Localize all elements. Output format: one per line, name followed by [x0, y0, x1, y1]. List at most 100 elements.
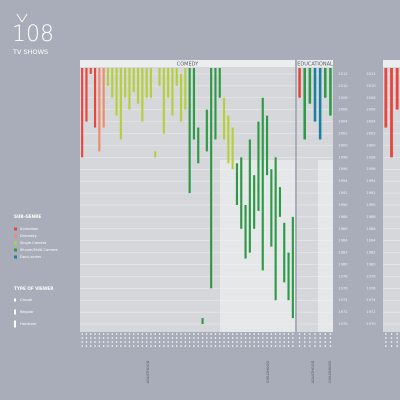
viewer-dot [253, 337, 255, 339]
viewer-dot [124, 345, 126, 347]
viewer-dot [171, 341, 174, 343]
bar [324, 68, 327, 98]
viewer-dot [98, 333, 101, 335]
bar [244, 204, 247, 259]
viewer-dot [132, 341, 135, 343]
viewer-dot [102, 341, 105, 343]
viewer-icon [14, 298, 16, 302]
viewer-dot [85, 341, 88, 343]
viewer-dot [231, 345, 234, 347]
viewer-dot [244, 341, 247, 343]
viewer-dot [270, 333, 273, 335]
viewer-dot [253, 345, 255, 347]
viewer-dot [115, 337, 118, 339]
viewer-dot [244, 345, 247, 347]
viewer-dot [240, 333, 243, 335]
viewer-dot [309, 337, 311, 339]
viewer-dot [137, 345, 139, 347]
y-tick-label: 1980 [366, 263, 376, 267]
legend-text: Hardcore [20, 322, 37, 326]
y-tick-label: 2010 [338, 84, 348, 88]
y-tick-label: 1988 [338, 215, 348, 219]
viewer-dot [390, 341, 393, 343]
viewer-dot [210, 337, 212, 339]
viewer-dot [236, 345, 238, 347]
viewer-dot [102, 333, 105, 335]
viewer-dot [274, 333, 277, 335]
legend-text: Casual [20, 298, 32, 302]
bar [240, 157, 243, 229]
viewer-dot [107, 345, 109, 347]
y-tick-label: 1974 [338, 298, 348, 302]
bar [115, 68, 118, 116]
viewer-dot [279, 337, 281, 339]
viewer-dot [201, 345, 204, 347]
viewer-dot [137, 337, 139, 339]
viewer-dot [329, 345, 332, 347]
viewer-dot [385, 337, 387, 339]
viewer-dot [385, 345, 387, 347]
bar [192, 68, 196, 140]
viewer-dot [253, 333, 255, 335]
viewer-dot [167, 345, 169, 347]
viewer-dot [111, 345, 114, 347]
viewer-dot [266, 337, 268, 339]
bar [313, 68, 317, 122]
viewer-dot [236, 337, 238, 339]
legend-title: SUB-GENRE [14, 214, 41, 219]
viewer-dot [303, 345, 306, 347]
viewer-dot [137, 333, 139, 335]
bar [278, 187, 282, 217]
viewer-dot [390, 337, 393, 339]
viewer-dot [81, 341, 83, 343]
viewer-dot [115, 333, 118, 335]
viewer-dot [81, 337, 83, 339]
viewer-dot [236, 341, 238, 343]
y-tick-label: 1980 [338, 263, 348, 267]
viewer-dot [214, 341, 217, 343]
viewer-dot [218, 345, 221, 347]
viewer-dot [396, 341, 398, 343]
viewer-dot [309, 333, 311, 335]
viewer-dot [175, 341, 178, 343]
viewer-dot [223, 345, 225, 347]
viewer-dot [298, 341, 301, 343]
viewer-dot [309, 341, 311, 343]
bar [270, 169, 273, 247]
y-tick-label: 1970 [366, 322, 376, 326]
panel-bg [383, 60, 400, 332]
zone-label: CHILDHOOD [328, 361, 332, 383]
viewer-dot [120, 337, 122, 339]
bar [167, 68, 170, 98]
legend-swatch [14, 248, 17, 252]
viewer-dot [396, 333, 398, 335]
viewer-dot [188, 337, 191, 339]
viewer-dot [206, 345, 208, 347]
viewer-dot [171, 333, 174, 335]
viewer-dot [188, 341, 191, 343]
viewer-dot [274, 341, 277, 343]
panel-label: COMEDY [177, 61, 199, 67]
y-tick-label: 1990 [338, 203, 348, 207]
y-tick-label: 1974 [366, 298, 376, 302]
viewer-dot [163, 333, 165, 335]
viewer-dot [218, 337, 221, 339]
bar [106, 68, 110, 86]
legend-text: Regular [20, 310, 34, 314]
viewer-dot [98, 341, 101, 343]
viewer-dot [385, 341, 387, 343]
bar [287, 252, 290, 301]
viewer-dot [98, 337, 101, 339]
viewer-dot [89, 333, 92, 335]
y-tick-label: 1982 [338, 251, 347, 255]
viewer-dot [137, 341, 139, 343]
viewer-dot [314, 333, 316, 335]
y-tick-label: 1984 [338, 239, 348, 243]
bar [265, 115, 269, 176]
bar [205, 109, 208, 152]
bar [102, 68, 105, 128]
viewer-dot [227, 333, 230, 335]
viewer-dot [390, 345, 393, 347]
viewer-dot [292, 345, 294, 347]
viewer-dot [314, 337, 316, 339]
